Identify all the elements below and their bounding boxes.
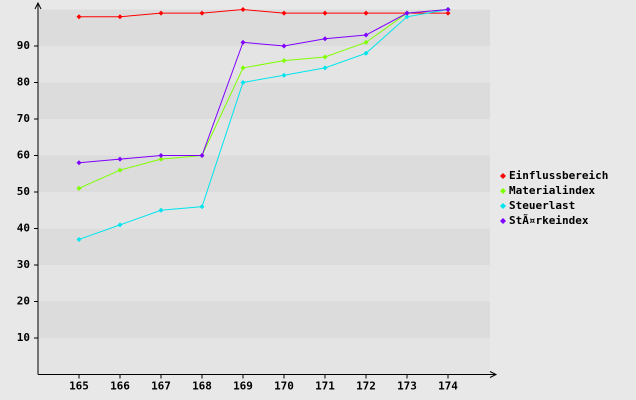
data-point <box>281 72 287 78</box>
x-tick-label: 168 <box>192 380 212 393</box>
series-line <box>78 9 449 240</box>
y-tick-label: 90 <box>17 39 30 52</box>
data-point <box>240 7 246 12</box>
y-tick-label: 70 <box>17 112 30 125</box>
legend-marker <box>500 203 506 209</box>
data-point <box>158 156 164 162</box>
legend-marker <box>500 173 506 179</box>
grid-band <box>38 192 490 229</box>
data-point <box>117 14 123 20</box>
data-point <box>445 10 451 16</box>
y-tick-label: 30 <box>17 258 30 271</box>
data-point <box>76 185 82 191</box>
data-point <box>117 167 123 173</box>
legend-marker <box>500 188 506 194</box>
legend-marker <box>500 218 506 224</box>
legend-label: Einflussbereich <box>509 169 608 182</box>
data-point <box>76 236 82 242</box>
grid-band <box>38 338 490 375</box>
data-point <box>322 65 328 71</box>
data-point <box>281 58 287 64</box>
data-point <box>240 65 246 71</box>
data-point <box>404 10 410 16</box>
data-point <box>445 7 451 12</box>
y-tick-label: 10 <box>17 331 30 344</box>
y-tick-label: 20 <box>17 295 30 308</box>
x-axis-arrow <box>489 371 498 378</box>
data-point <box>158 153 164 158</box>
data-point <box>363 50 369 56</box>
data-point <box>76 160 82 166</box>
data-point <box>322 10 328 16</box>
y-tick-label: 60 <box>17 149 30 162</box>
data-point <box>281 10 287 16</box>
data-point <box>404 14 410 20</box>
data-point <box>363 39 369 45</box>
x-tick-label: 173 <box>397 380 417 393</box>
data-point <box>76 14 82 20</box>
grid-band <box>38 9 490 46</box>
x-tick-label: 167 <box>151 380 171 393</box>
data-point <box>117 156 123 162</box>
legend-label: Materialindex <box>509 184 595 197</box>
series-line <box>78 9 449 189</box>
legend-label: StÃ¤rkeindex <box>509 214 589 227</box>
data-point <box>322 54 328 60</box>
y-tick-label: 50 <box>17 185 30 198</box>
x-tick-label: 174 <box>438 380 458 393</box>
grid-band <box>38 155 490 192</box>
grid-band <box>38 82 490 119</box>
series-line <box>78 9 449 164</box>
data-point <box>199 10 205 16</box>
grid-band <box>38 265 490 302</box>
data-point <box>199 153 205 158</box>
data-point <box>240 39 246 45</box>
data-point <box>158 207 164 213</box>
grid-band <box>38 301 490 338</box>
data-point <box>240 80 246 85</box>
x-tick-label: 171 <box>315 380 335 393</box>
grid-band <box>38 119 490 156</box>
x-tick-label: 169 <box>233 380 253 393</box>
x-tick-label: 165 <box>69 380 89 393</box>
x-tick-label: 172 <box>356 380 376 393</box>
data-point <box>322 36 328 42</box>
data-point <box>363 10 369 16</box>
y-tick-label: 40 <box>17 222 30 235</box>
x-tick-label: 170 <box>274 380 294 393</box>
data-point <box>158 10 164 16</box>
y-axis-arrow <box>34 1 42 10</box>
data-point <box>117 222 123 228</box>
data-point <box>199 204 205 210</box>
y-tick-label: 80 <box>17 76 30 89</box>
grid-band <box>38 228 490 265</box>
x-tick-label: 166 <box>110 380 130 393</box>
data-point <box>281 43 287 49</box>
data-point <box>363 32 369 38</box>
legend-label: Steuerlast <box>509 199 575 212</box>
series-line <box>79 8 448 18</box>
